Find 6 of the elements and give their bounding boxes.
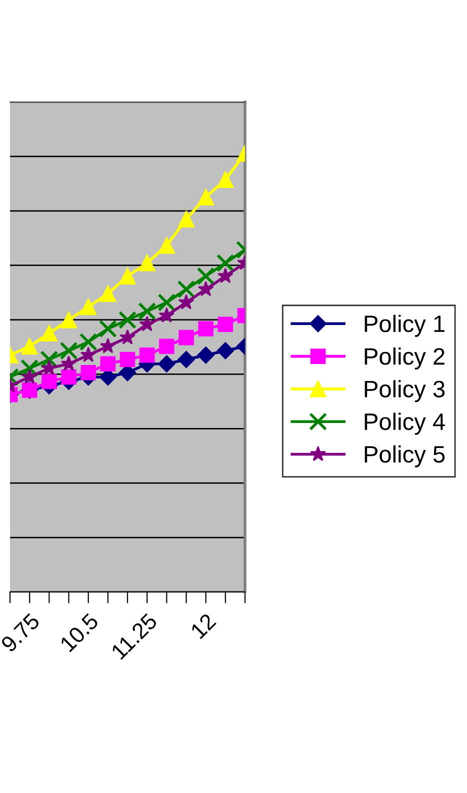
- x-tick-label: 12: [190, 612, 216, 640]
- legend-label: Policy 4: [364, 412, 445, 435]
- legend-label: Policy 3: [364, 380, 445, 402]
- legend-label: Policy 1: [364, 314, 444, 337]
- legend-label: Policy 5: [364, 445, 445, 468]
- legend-label: Policy 2: [364, 347, 444, 370]
